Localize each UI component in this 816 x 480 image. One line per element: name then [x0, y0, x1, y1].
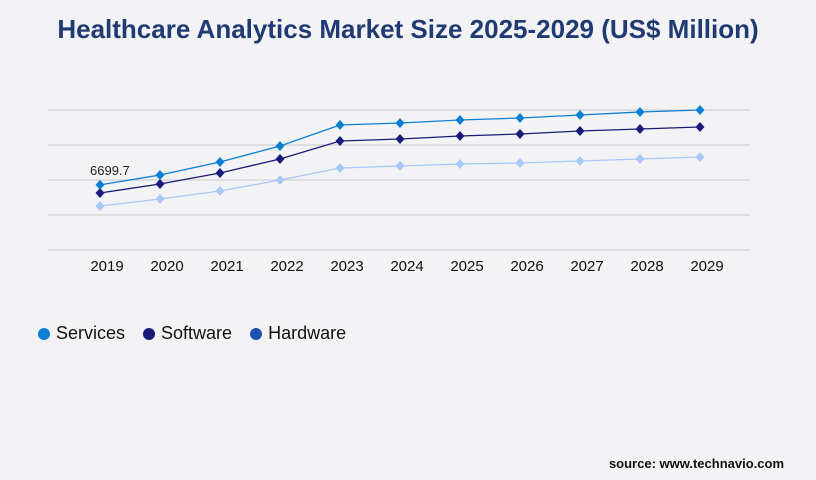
data-point — [155, 193, 165, 204]
x-tick-label: 2022 — [270, 258, 303, 275]
data-point — [95, 187, 105, 198]
data-point — [395, 161, 405, 171]
data-point — [95, 200, 105, 211]
chart-title: Healthcare Analytics Market Size 2025-20… — [57, 14, 759, 44]
legend-item-hardware: Hardware — [250, 323, 346, 344]
x-tick-label: 2028 — [630, 258, 663, 275]
data-point — [335, 120, 345, 131]
data-point — [155, 169, 165, 180]
data-point — [275, 175, 285, 185]
x-tick-label: 2019 — [90, 258, 123, 275]
legend-label: Software — [161, 323, 233, 343]
source-text: source: www.technavio.com — [608, 456, 784, 471]
x-tick-label: 2029 — [690, 258, 723, 275]
data-point — [695, 151, 705, 162]
legend-dot-icon — [143, 327, 156, 340]
line-chart: 2019 2020 2021 2022 2023 2024 2025 2026 2027 2028… — [48, 105, 750, 275]
data-point — [455, 158, 465, 169]
data-point — [395, 117, 405, 128]
data-point — [335, 163, 345, 174]
data-point — [695, 105, 705, 115]
data-point — [95, 179, 105, 190]
data-point — [155, 178, 165, 189]
data-point — [695, 122, 705, 133]
legend-label: Services — [56, 323, 126, 343]
legend: Services Software Hardware — [38, 323, 346, 344]
data-point — [275, 154, 285, 164]
data-point — [515, 157, 525, 168]
data-point — [515, 113, 525, 124]
data-point — [575, 156, 585, 167]
x-tick-label: 2023 — [330, 258, 363, 275]
legend-label: Hardware — [268, 323, 347, 343]
legend-dot-icon — [250, 327, 263, 340]
legend-item-software: Software — [143, 323, 232, 344]
x-tick-label: 2025 — [450, 258, 483, 275]
x-tick-label: 2026 — [510, 258, 543, 275]
data-point — [275, 141, 285, 152]
data-point — [215, 185, 225, 196]
x-tick-label: 2020 — [150, 258, 183, 275]
data-point — [215, 168, 225, 178]
data-point — [335, 136, 345, 147]
data-point — [515, 129, 525, 140]
x-tick-label: 2021 — [210, 258, 243, 275]
x-tick-label: 2024 — [390, 258, 423, 275]
data-point — [635, 123, 645, 134]
data-point — [215, 157, 225, 168]
data-point — [575, 109, 585, 120]
data-point — [635, 107, 645, 118]
data-point — [455, 115, 465, 126]
data-point — [575, 126, 585, 136]
data-point — [635, 154, 645, 164]
legend-dot-icon — [38, 327, 50, 340]
data-point — [455, 130, 465, 141]
x-tick-label: 2027 — [570, 258, 603, 275]
data-point — [395, 134, 405, 145]
legend-item-services: Services — [38, 323, 125, 344]
data-label: 6699.7 — [90, 163, 130, 178]
